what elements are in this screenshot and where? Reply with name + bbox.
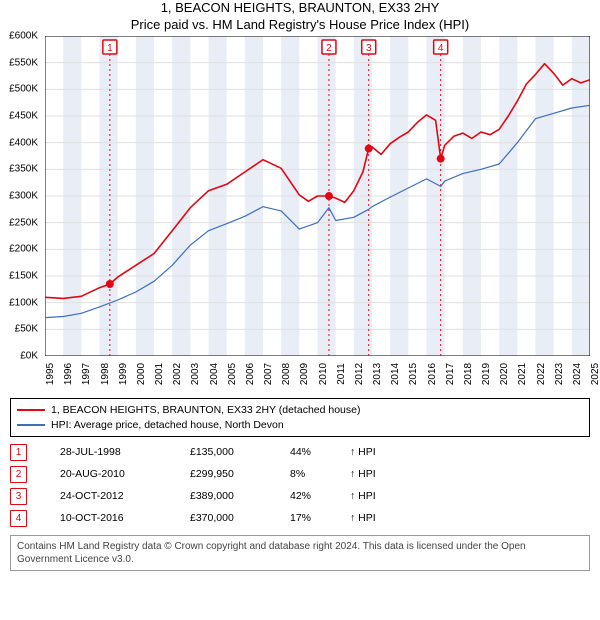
- y-tick-label: £200K: [9, 244, 38, 255]
- sale-marker-pct: 17%: [290, 512, 350, 524]
- sale-marker-index-box: 3: [10, 488, 27, 505]
- attribution-text: Contains HM Land Registry data © Crown c…: [10, 535, 590, 571]
- x-tick-label: 2019: [481, 363, 492, 385]
- legend-label-hpi: HPI: Average price, detached house, Nort…: [51, 418, 284, 433]
- sale-marker-row: 2 20-AUG-2010£299,9508%↑ HPI: [10, 463, 590, 485]
- sale-marker-pct: 8%: [290, 468, 350, 480]
- svg-text:2: 2: [326, 43, 332, 54]
- svg-text:3: 3: [366, 43, 372, 54]
- svg-text:4: 4: [438, 43, 444, 54]
- y-tick-label: £550K: [9, 57, 38, 68]
- sale-marker-date: 20-AUG-2010: [60, 468, 190, 480]
- sale-marker-price: £135,000: [190, 446, 290, 458]
- x-tick-label: 2009: [299, 363, 310, 385]
- sale-marker-price: £389,000: [190, 490, 290, 502]
- sale-marker-row: 4 10-OCT-2016£370,00017%↑ HPI: [10, 507, 590, 529]
- x-tick-label: 2007: [263, 363, 274, 385]
- sale-marker-index-box: 2: [10, 466, 27, 483]
- x-tick-label: 2006: [245, 363, 256, 385]
- svg-text:1: 1: [107, 43, 113, 54]
- x-tick-label: 2017: [445, 363, 456, 385]
- x-tick-label: 1999: [118, 363, 129, 385]
- sale-marker-date: 24-OCT-2012: [60, 490, 190, 502]
- legend-swatch-hpi: [17, 424, 45, 426]
- y-axis-labels: £0K£50K£100K£150K£200K£250K£300K£350K£40…: [0, 36, 40, 356]
- chart-title-line2: Price paid vs. HM Land Registry's House …: [0, 17, 600, 32]
- sale-marker-vs-hpi: ↑ HPI: [350, 490, 390, 502]
- legend-row-subject: 1, BEACON HEIGHTS, BRAUNTON, EX33 2HY (d…: [17, 403, 583, 418]
- y-tick-label: £400K: [9, 137, 38, 148]
- x-tick-label: 2008: [281, 363, 292, 385]
- y-tick-label: £300K: [9, 191, 38, 202]
- x-tick-label: 2022: [536, 363, 547, 385]
- x-tick-label: 2011: [336, 363, 347, 385]
- page-container: { "title_line1": "1, BEACON HEIGHTS, BRA…: [0, 0, 600, 620]
- x-axis-labels: 1995 1996 1997 1998 1999 2000 2001 2002 2003 2004…: [45, 356, 590, 394]
- x-tick-label: 2016: [427, 363, 438, 385]
- y-tick-label: £450K: [9, 111, 38, 122]
- x-tick-label: 2000: [136, 363, 147, 385]
- sale-marker-index-box: 4: [10, 510, 27, 527]
- sale-marker-vs-hpi: ↑ HPI: [350, 512, 390, 524]
- sale-marker-vs-hpi: ↑ HPI: [350, 446, 390, 458]
- x-tick-label: 2020: [499, 363, 510, 385]
- y-tick-label: £250K: [9, 217, 38, 228]
- y-tick-label: £500K: [9, 84, 38, 95]
- chart-area: £0K£50K£100K£150K£200K£250K£300K£350K£40…: [45, 36, 590, 356]
- x-tick-label: 2021: [517, 363, 528, 385]
- legend-label-subject: 1, BEACON HEIGHTS, BRAUNTON, EX33 2HY (d…: [51, 403, 360, 418]
- sale-marker-pct: 42%: [290, 490, 350, 502]
- sale-marker-vs-hpi: ↑ HPI: [350, 468, 390, 480]
- x-tick-label: 2012: [354, 363, 365, 385]
- sale-marker-row: 3 24-OCT-2012£389,00042%↑ HPI: [10, 485, 590, 507]
- x-tick-label: 1996: [63, 363, 74, 385]
- x-tick-label: 2010: [318, 363, 329, 385]
- sale-marker-row: 1 28-JUL-1998£135,00044%↑ HPI: [10, 441, 590, 463]
- y-tick-label: £50K: [15, 324, 38, 335]
- legend-row-hpi: HPI: Average price, detached house, Nort…: [17, 418, 583, 433]
- chart-svg: 1 2 3 4: [45, 36, 590, 356]
- x-tick-label: 2018: [463, 363, 474, 385]
- x-tick-label: 1997: [81, 363, 92, 385]
- sale-marker-index-box: 1: [10, 444, 27, 461]
- x-tick-label: 2025: [590, 363, 600, 385]
- sale-marker-date: 10-OCT-2016: [60, 512, 190, 524]
- y-tick-label: £600K: [9, 31, 38, 42]
- x-tick-label: 2001: [154, 363, 165, 385]
- legend-swatch-subject: [17, 409, 45, 411]
- legend-box: 1, BEACON HEIGHTS, BRAUNTON, EX33 2HY (d…: [10, 398, 590, 437]
- sale-marker-pct: 44%: [290, 446, 350, 458]
- x-tick-label: 2002: [172, 363, 183, 385]
- x-tick-label: 2003: [190, 363, 201, 385]
- x-tick-label: 1995: [45, 363, 56, 385]
- y-tick-label: £150K: [9, 271, 38, 282]
- x-tick-label: 2005: [227, 363, 238, 385]
- y-tick-label: £350K: [9, 164, 38, 175]
- sale-markers-table: 128-JUL-1998£135,00044%↑ HPI220-AUG-2010…: [10, 441, 590, 529]
- sale-marker-date: 28-JUL-1998: [60, 446, 190, 458]
- chart-title-line1: 1, BEACON HEIGHTS, BRAUNTON, EX33 2HY: [0, 0, 600, 15]
- x-tick-label: 2023: [554, 363, 565, 385]
- sale-marker-price: £370,000: [190, 512, 290, 524]
- x-tick-label: 2004: [209, 363, 220, 385]
- y-tick-label: £100K: [9, 297, 38, 308]
- y-tick-label: £0K: [20, 351, 38, 362]
- x-tick-label: 1998: [100, 363, 111, 385]
- x-tick-label: 2015: [408, 363, 419, 385]
- x-tick-label: 2013: [372, 363, 383, 385]
- sale-marker-price: £299,950: [190, 468, 290, 480]
- x-tick-label: 2024: [572, 363, 583, 385]
- x-tick-label: 2014: [390, 363, 401, 385]
